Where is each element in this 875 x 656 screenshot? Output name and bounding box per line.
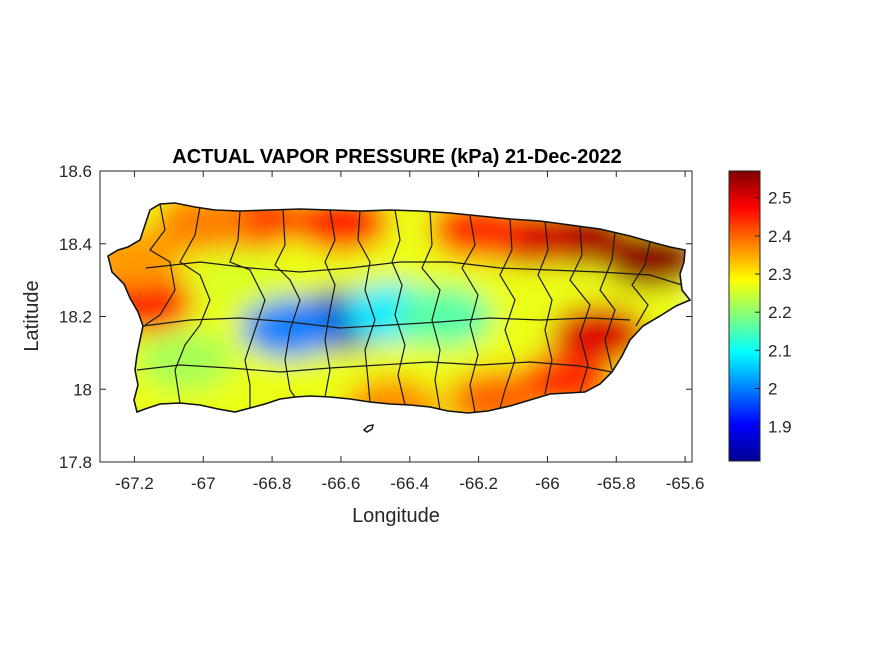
colorbar-tick-label: 1.9: [768, 418, 792, 437]
x-tick-label: -66.2: [459, 474, 498, 493]
field-hotspot: [138, 330, 235, 391]
municipality-boundary-line: [461, 215, 479, 413]
y-tick-label: 18.4: [59, 235, 92, 254]
y-tick-label: 18.6: [59, 162, 92, 181]
colorbar-tick-label: 2.5: [768, 189, 792, 208]
x-tick-label: -66.8: [253, 474, 292, 493]
colorbar: [728, 170, 761, 462]
field-hotspot: [396, 286, 493, 347]
colorbar-tick-label: 2.4: [768, 227, 792, 246]
colorbar-tick-label: 2.3: [768, 265, 792, 284]
colorbar-tick-label: 2.2: [768, 303, 792, 322]
municipality-boundary-line: [142, 317, 631, 329]
y-axis-label: Latitude: [21, 280, 43, 351]
municipality-boundary-line: [229, 210, 266, 408]
x-axis: -67.2 -67 -66.8 -66.6 -66.4 -66.2 -66 -65.8 -65.…: [115, 171, 704, 493]
municipality-boundaries: [136, 203, 683, 413]
municipality-boundary-line: [174, 206, 211, 404]
y-tick-label: 17.8: [59, 453, 92, 472]
colorbar-tick-label: 2: [768, 380, 777, 399]
municipality-boundary-line: [421, 210, 441, 411]
municipality-boundary-line: [145, 261, 683, 286]
x-tick-label: -65.8: [597, 474, 636, 493]
field-hotspot: [241, 297, 338, 358]
x-tick-label: -66: [535, 474, 560, 493]
x-tick-label: -67: [191, 474, 216, 493]
y-tick-label: 18: [73, 380, 92, 399]
x-tick-label: -66.6: [322, 474, 361, 493]
x-tick-label: -66.4: [390, 474, 429, 493]
field-hotspot: [447, 370, 544, 413]
municipality-boundary-line: [599, 231, 616, 371]
colorbar-tick-label: 2.1: [768, 341, 792, 360]
island-coastline: [107, 202, 692, 414]
municipality-boundary-line: [144, 203, 176, 326]
x-tick-label: -67.2: [115, 474, 154, 493]
municipality-boundary-line: [499, 218, 516, 409]
municipality-boundary-line: [537, 220, 553, 395]
x-tick-label: -65.6: [666, 474, 705, 493]
municipality-boundary-line: [631, 241, 651, 327]
field-hotspot: [189, 250, 286, 311]
municipality-boundary-line: [391, 209, 406, 406]
x-axis-label: Longitude: [352, 505, 440, 527]
caja-de-muertos-island: [362, 424, 374, 433]
municipality-boundary-line: [136, 361, 613, 373]
colorbar-ticks: 1.9 2 2.1 2.2 2.3 2.4 2.5: [755, 189, 792, 437]
municipality-boundary-line: [357, 210, 376, 403]
municipality-boundary-line: [274, 209, 301, 398]
y-axis: 17.8 18 18.2 18.4 18.6: [59, 162, 692, 472]
municipality-boundary-line: [324, 209, 336, 398]
chart-title: ACTUAL VAPOR PRESSURE (kPa) 21-Dec-2022: [172, 146, 621, 168]
y-tick-label: 18.2: [59, 308, 92, 327]
municipality-boundary-line: [569, 225, 591, 393]
